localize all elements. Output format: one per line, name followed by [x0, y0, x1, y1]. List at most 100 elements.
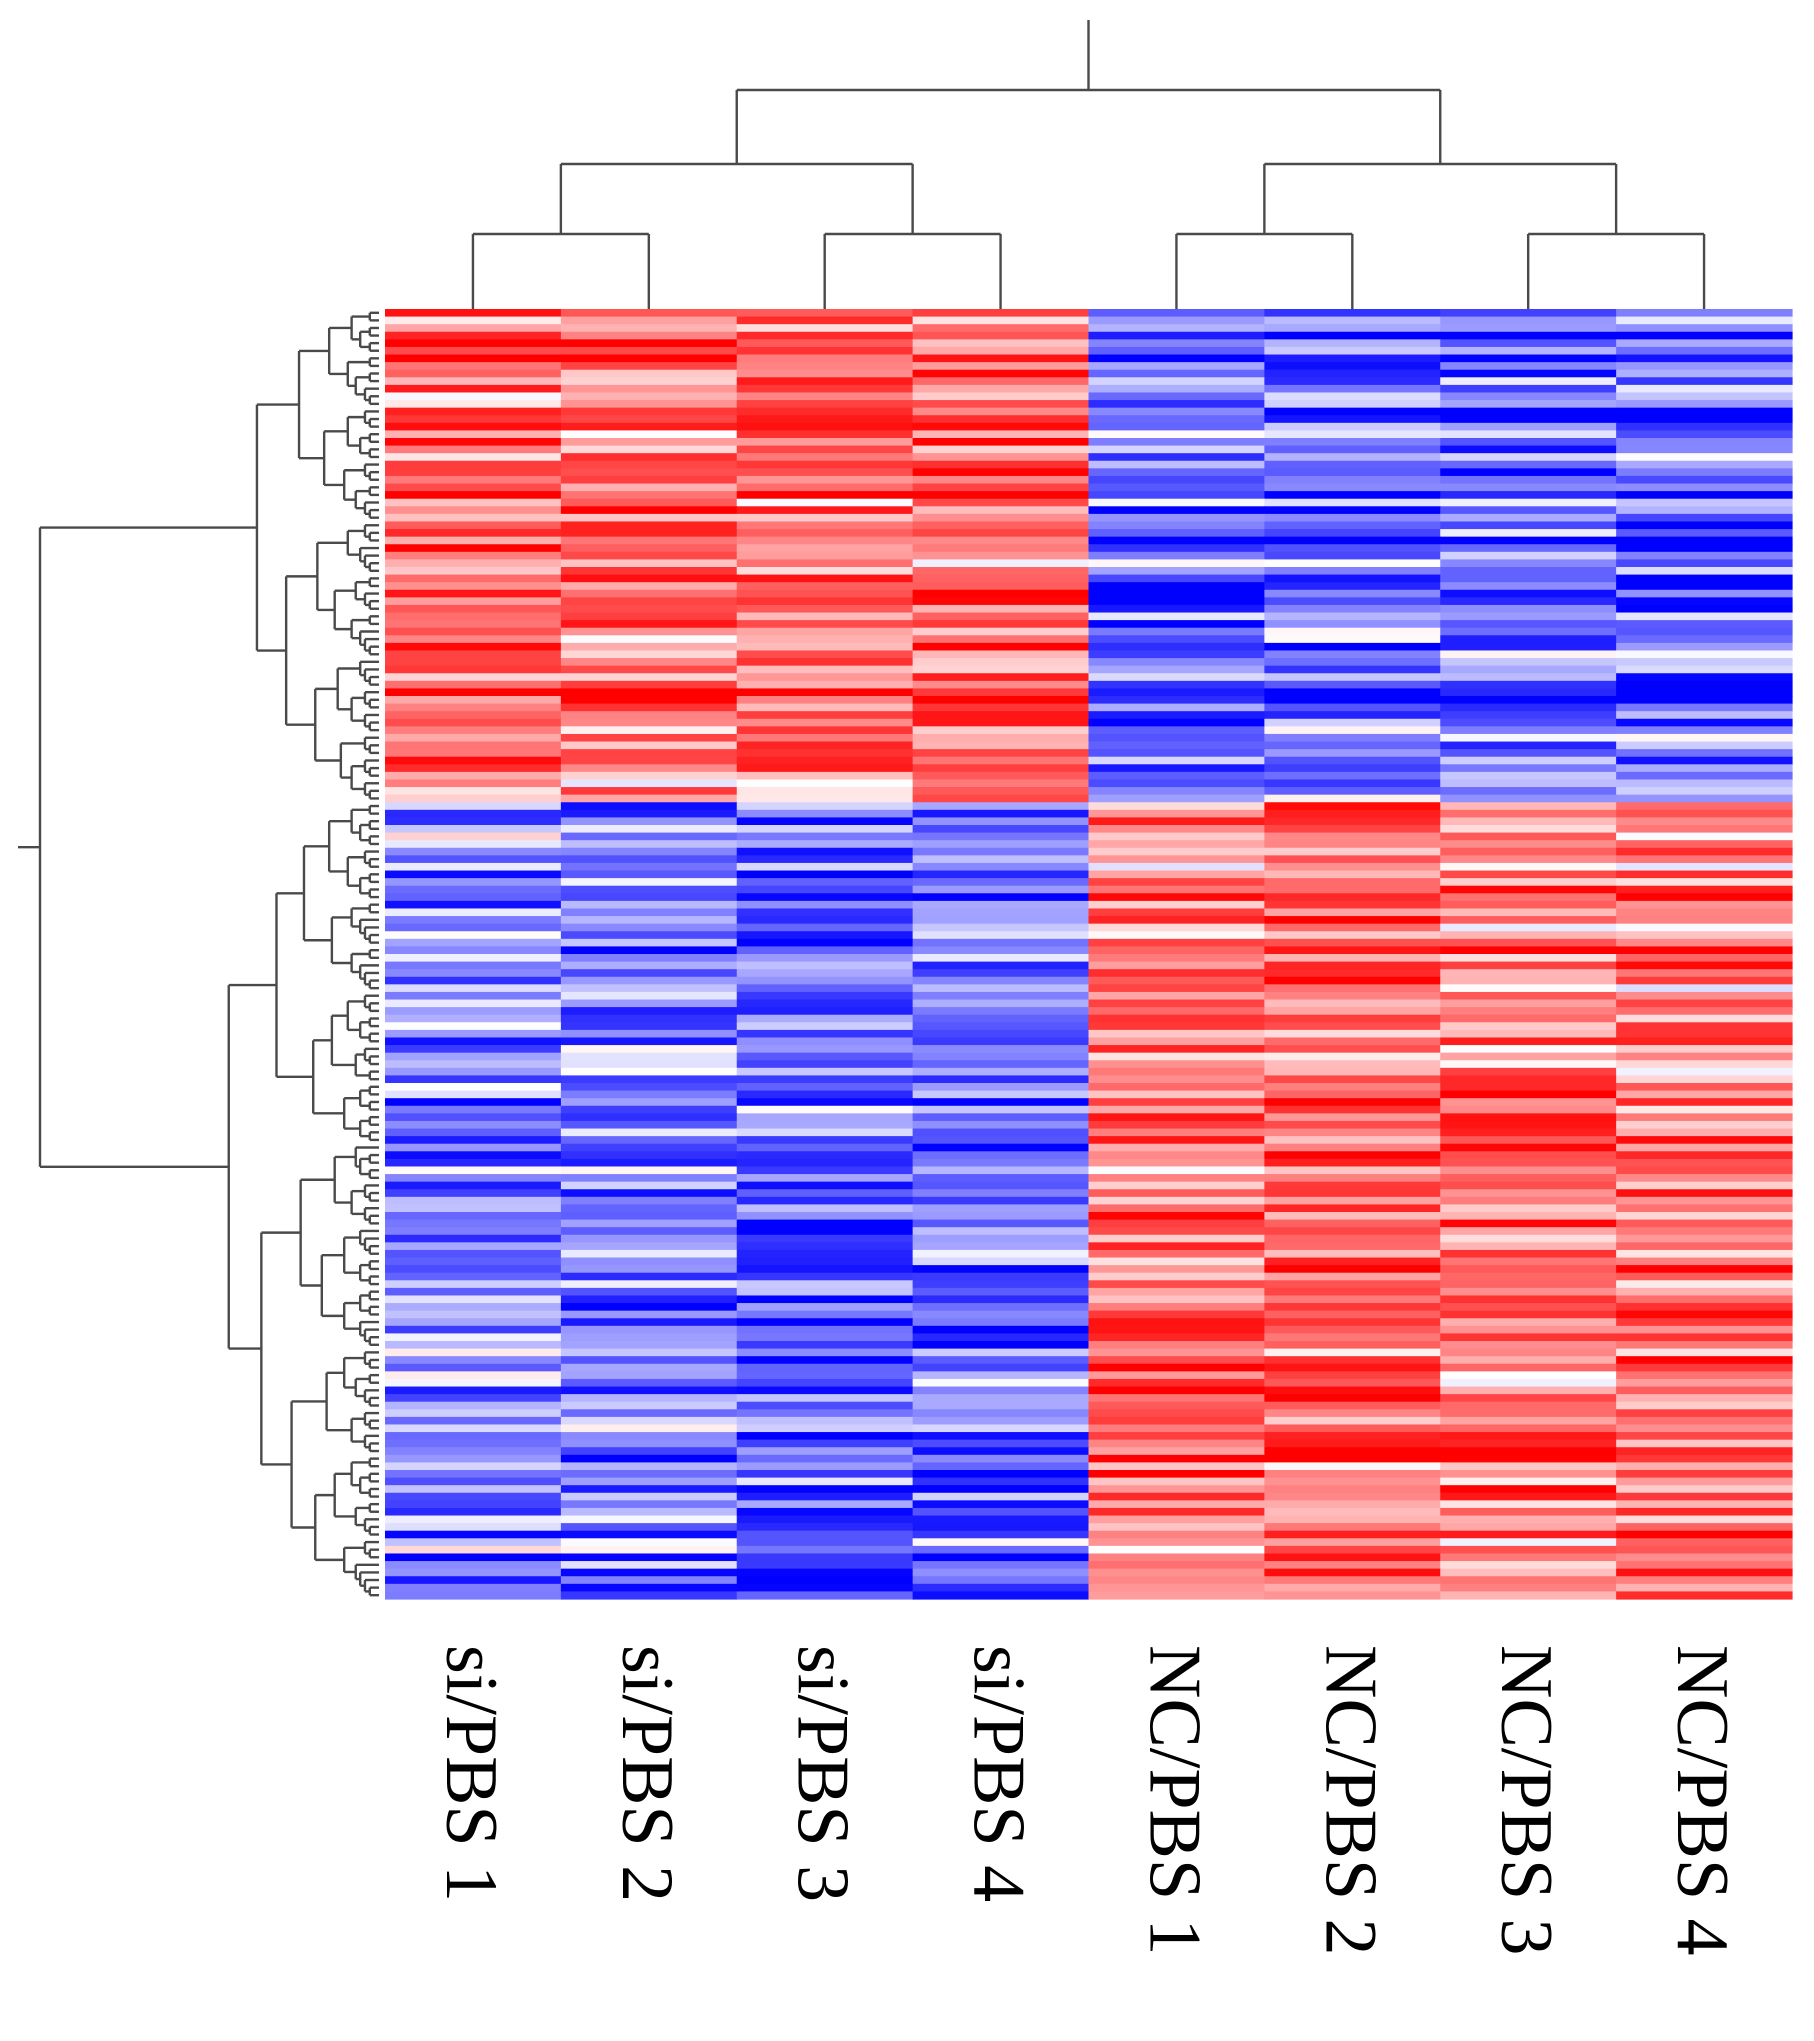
heatmap-cell [1616, 1530, 1793, 1539]
heatmap-cell [560, 1181, 738, 1190]
heatmap-cell [1264, 969, 1441, 978]
heatmap-cell [385, 1265, 562, 1274]
heatmap-cell [1616, 1219, 1793, 1228]
heatmap-cell [560, 832, 738, 841]
heatmap-cell [912, 498, 1090, 507]
heatmap-cell [1616, 764, 1793, 773]
heatmap-cell [1264, 309, 1441, 318]
heatmap-cell [385, 900, 562, 910]
heatmap-cell [1264, 438, 1441, 447]
heatmap-cell [385, 1576, 562, 1585]
heatmap-cell [1088, 1143, 1265, 1152]
heatmap-cell [1088, 1303, 1265, 1312]
heatmap-cell [1616, 574, 1793, 583]
heatmap-cell [385, 1037, 562, 1046]
heatmap-cell [736, 1219, 914, 1228]
heatmap-cell [1088, 346, 1265, 356]
heatmap-cell [1264, 1143, 1441, 1152]
heatmap-cell [560, 1470, 738, 1479]
heatmap-cell [912, 453, 1090, 462]
heatmap-cell [736, 1234, 914, 1243]
heatmap-cell [1264, 346, 1441, 356]
heatmap-cell [1616, 567, 1793, 576]
heatmap-cell [1440, 673, 1617, 682]
heatmap-cell [385, 1166, 562, 1175]
heatmap-cell [560, 1341, 738, 1350]
heatmap-cell [1616, 422, 1793, 432]
heatmap-cell [1264, 1052, 1441, 1061]
heatmap-cell [1616, 1348, 1793, 1357]
heatmap-cell [912, 521, 1090, 530]
heatmap-cell [1440, 627, 1617, 636]
heatmap-cell [560, 1485, 738, 1494]
heatmap-cell [1088, 999, 1265, 1008]
heatmap-cell [912, 567, 1090, 576]
heatmap-cell [1264, 1378, 1441, 1388]
heatmap-cell [736, 718, 914, 727]
heatmap-cell [912, 1083, 1090, 1092]
heatmap-cell [1088, 923, 1265, 932]
heatmap-cell [1088, 1523, 1265, 1532]
heatmap-cell [736, 430, 914, 439]
heatmap-cell [1264, 1212, 1441, 1221]
heatmap-cell [385, 650, 562, 659]
heatmap-cell [1088, 1356, 1265, 1365]
heatmap-cell [560, 551, 738, 561]
heatmap-cell [1616, 491, 1793, 500]
heatmap-cell [1264, 1227, 1441, 1236]
heatmap-cell [912, 445, 1090, 454]
heatmap-cell [1088, 1591, 1265, 1600]
heatmap-cell [1616, 931, 1793, 940]
heatmap-cell [736, 1454, 914, 1464]
heatmap-cell [912, 976, 1090, 985]
heatmap-cell [1264, 1257, 1441, 1266]
heatmap-cell [385, 1143, 562, 1152]
heatmap-cell [385, 1583, 562, 1593]
heatmap-cell [1440, 1105, 1617, 1114]
heatmap-cell [385, 832, 562, 841]
heatmap-cell [385, 665, 562, 674]
heatmap-cell [1616, 1454, 1793, 1464]
heatmap-cell [1440, 415, 1617, 424]
heatmap-cell [1088, 1075, 1265, 1084]
heatmap-cell [560, 1105, 738, 1114]
heatmap-cell [1264, 1401, 1441, 1410]
heatmap-cell [912, 946, 1090, 955]
heatmap-cell [912, 908, 1090, 917]
heatmap-cell [560, 650, 738, 659]
heatmap-cell [736, 1060, 914, 1069]
heatmap-cell [1088, 1181, 1265, 1190]
heatmap-cell [560, 362, 738, 371]
heatmap-cell [560, 999, 738, 1008]
heatmap-cell [1264, 809, 1441, 819]
heatmap-cell [1440, 878, 1617, 887]
heatmap-cell [912, 1120, 1090, 1130]
heatmap-cell [1616, 1181, 1793, 1190]
heatmap-cell [1616, 650, 1793, 659]
heatmap-cell [385, 415, 562, 424]
heatmap-cell [1616, 787, 1793, 796]
heatmap-cell [912, 1492, 1090, 1501]
heatmap-cell [1088, 862, 1265, 872]
heatmap-cell [1088, 354, 1265, 363]
heatmap-cell [736, 468, 914, 477]
heatmap-cell [560, 976, 738, 985]
heatmap-cell [385, 1196, 562, 1206]
heatmap-cell [912, 673, 1090, 682]
heatmap-cell [912, 825, 1090, 834]
heatmap-cell [1440, 1189, 1617, 1198]
heatmap-cell [1616, 1143, 1793, 1152]
heatmap-cell [1088, 1409, 1265, 1418]
heatmap-cell [1616, 673, 1793, 682]
heatmap-cell [1440, 1007, 1617, 1016]
heatmap-cell [1264, 680, 1441, 690]
heatmap-cell [1088, 506, 1265, 515]
heatmap-cell [560, 1538, 738, 1547]
heatmap-cell [912, 802, 1090, 811]
heatmap-cell [1616, 1136, 1793, 1145]
heatmap-cell [1264, 741, 1441, 750]
heatmap-cell [385, 680, 562, 690]
heatmap-cell [1616, 1196, 1793, 1206]
heatmap-cell [1440, 1113, 1617, 1122]
heatmap-cell [1440, 1591, 1617, 1600]
